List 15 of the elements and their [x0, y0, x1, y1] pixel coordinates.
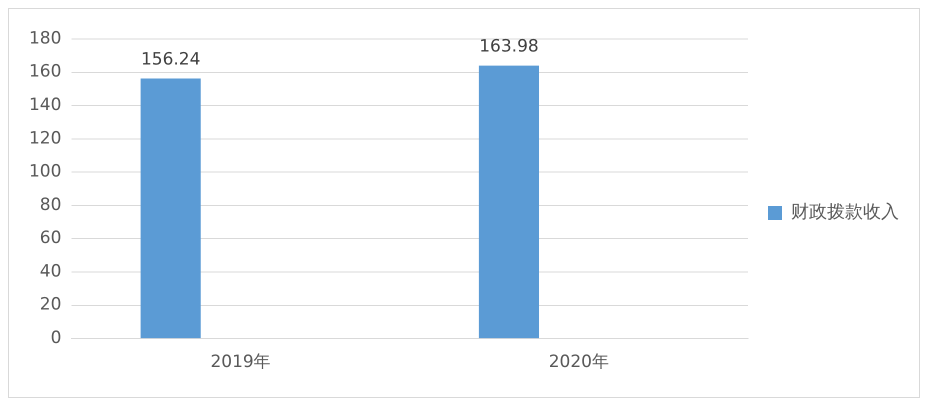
data-label: 163.98	[479, 36, 539, 57]
y-tick-label: 180	[28, 28, 62, 48]
y-tick-label: 160	[28, 62, 62, 82]
x-tick-label: 2020年	[548, 352, 609, 372]
y-tick-label: 100	[28, 162, 62, 182]
data-label: 156.24	[140, 49, 200, 70]
y-tick-label: 80	[40, 194, 62, 215]
y-tick-label: 140	[28, 95, 62, 115]
y-tick-label: 60	[40, 228, 62, 248]
legend-label: 财政拨款收入	[791, 202, 899, 223]
y-tick-label: 40	[40, 261, 62, 282]
y-tick-label: 0	[50, 328, 62, 348]
y-tick-label: 120	[28, 128, 62, 148]
y-tick-label: 20	[40, 294, 62, 315]
x-tick-label: 2019年	[210, 352, 271, 372]
